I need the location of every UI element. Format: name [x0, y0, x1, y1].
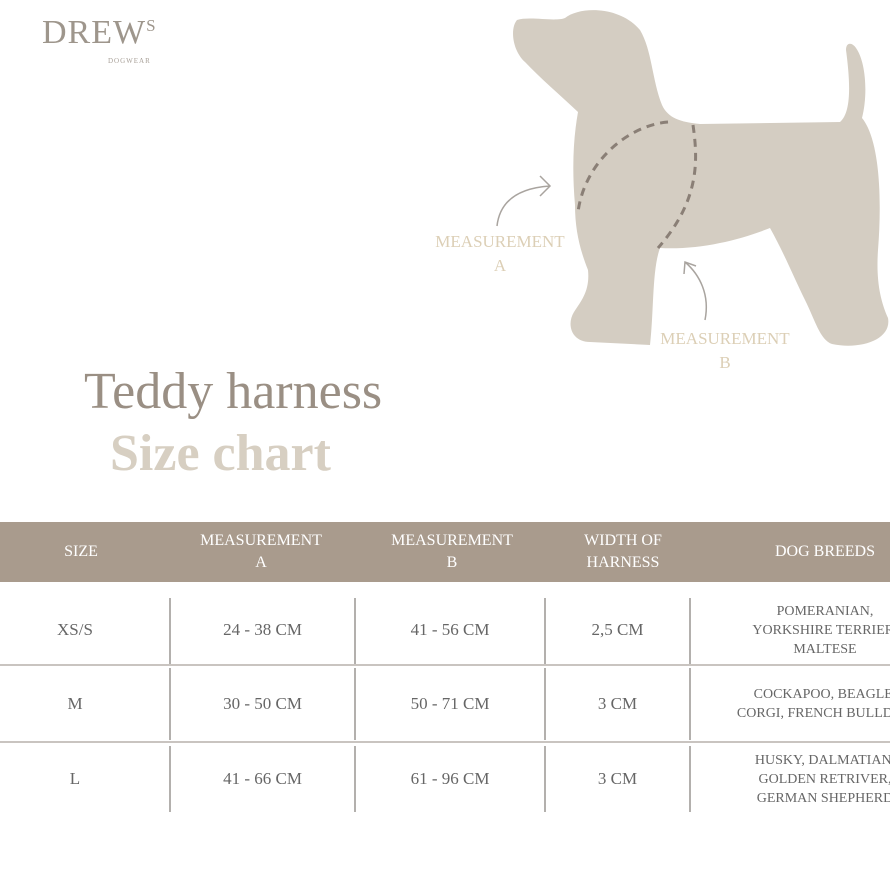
- column-divider: [354, 668, 356, 740]
- cell-breeds: COCKAPOO, BEAGLE, CORGI, FRENCH BULLDOG: [690, 666, 890, 742]
- cell-width: 3 CM: [597, 694, 638, 713]
- dog-silhouette: [513, 10, 889, 346]
- column-divider: [169, 746, 171, 812]
- table-header: SIZE MEASUREMENT A MEASUREMENT B WIDTH OF H…: [0, 522, 890, 582]
- cell-b: 61 - 96 CM: [410, 769, 490, 788]
- cell-size: M: [67, 694, 83, 713]
- column-divider: [354, 746, 356, 812]
- column-divider: [169, 598, 171, 664]
- column-divider: [544, 598, 546, 664]
- breed-line: MALTESE: [793, 641, 857, 657]
- column-divider: [689, 746, 691, 812]
- brand-logo: DREWS DOGWEAR: [42, 14, 156, 65]
- cell-breeds: POMERANIAN, YORKSHIRE TERRIER, MALTESE: [690, 596, 890, 664]
- header-size: SIZE: [64, 543, 98, 560]
- cell-width: 2,5 CM: [591, 620, 644, 639]
- cell-breeds: HUSKY, DALMATIAN, GOLDEN RETRIVER, GERMAN …: [690, 744, 890, 814]
- cell-width: 3 CM: [597, 769, 638, 788]
- arrow-a-icon: [496, 175, 552, 227]
- header-measurement-a: MEASUREMENT A: [200, 532, 322, 571]
- cell-size: XS/S: [57, 620, 93, 639]
- page-title: Teddy harness: [84, 363, 383, 420]
- header-measurement-b: MEASUREMENT B: [391, 532, 513, 571]
- breed-line: YORKSHIRE TERRIER,: [752, 622, 890, 638]
- measurement-b-label: MEASUREMENT B: [660, 329, 790, 372]
- column-divider: [354, 598, 356, 664]
- column-divider: [689, 668, 691, 740]
- cell-size: L: [69, 769, 81, 788]
- arrow-b-icon: [683, 260, 707, 321]
- column-divider: [544, 746, 546, 812]
- column-divider: [689, 598, 691, 664]
- cell-b: 41 - 56 CM: [410, 620, 490, 639]
- column-divider: [544, 668, 546, 740]
- dog-illustration: [496, 10, 889, 346]
- cell-a: 30 - 50 CM: [223, 694, 302, 713]
- row-divider: [0, 664, 890, 666]
- breed-line: COCKAPOO, BEAGLE,: [753, 687, 890, 702]
- breed-line: GERMAN SHEPHERD: [756, 790, 890, 806]
- cell-a: 41 - 66 CM: [223, 769, 302, 788]
- column-divider: [169, 668, 171, 740]
- measurement-b-dashed-line: [656, 124, 698, 249]
- row-divider: [0, 741, 890, 743]
- cell-a: 24 - 38 CM: [223, 620, 302, 639]
- page-subtitle: Size chart: [110, 425, 331, 482]
- header-dog-breeds: DOG BREEDS: [774, 543, 875, 560]
- measurement-a-dashed-line: [576, 120, 669, 213]
- breed-line: CORGI, FRENCH BULLDOG: [736, 706, 890, 721]
- breed-line: GOLDEN RETRIVER,: [758, 771, 890, 787]
- cell-b: 50 - 71 CM: [410, 694, 490, 713]
- breed-line: POMERANIAN,: [776, 603, 874, 619]
- header-width: WIDTH OF HARNESS: [584, 532, 662, 571]
- breed-line: HUSKY, DALMATIAN,: [754, 752, 890, 768]
- measurement-a-label: MEASUREMENT A: [435, 232, 565, 275]
